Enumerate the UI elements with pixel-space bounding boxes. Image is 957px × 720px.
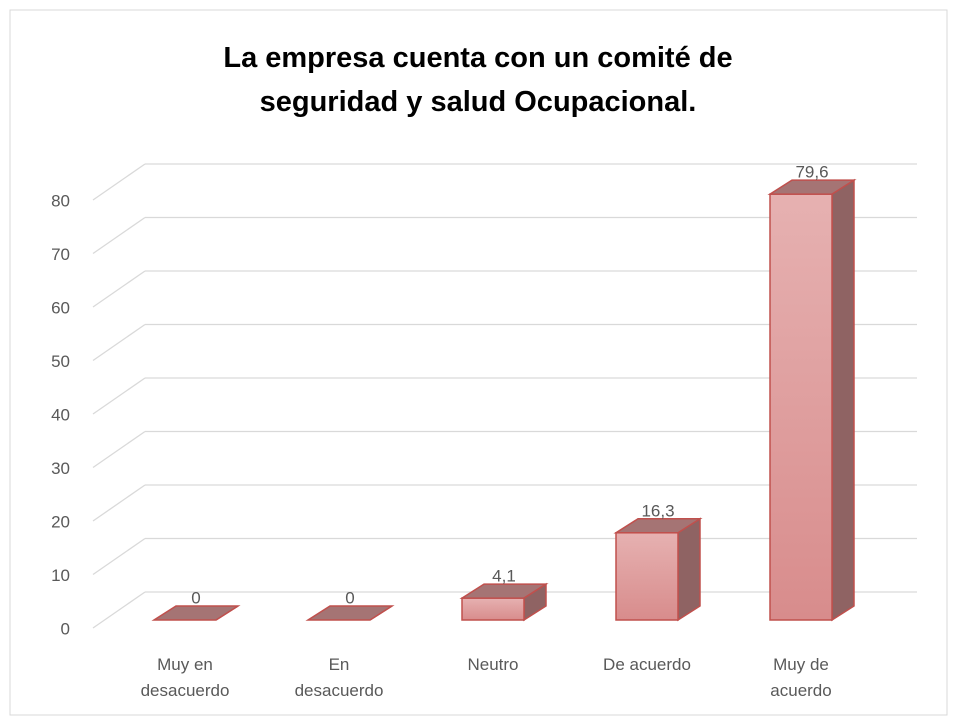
bar-face (613, 518, 703, 534)
x-tick-label: De acuerdo (603, 655, 691, 674)
data-label: 79,6 (795, 163, 828, 182)
bar-face (459, 583, 549, 599)
grid-line (92, 163, 146, 201)
grid-line (92, 323, 146, 362)
bar-face (461, 597, 525, 621)
x-tick-label: Muy de acuerdo (770, 655, 832, 700)
grid-line (92, 216, 146, 255)
grid-line (92, 591, 146, 629)
grid-line (92, 270, 146, 308)
bar-face (151, 605, 241, 621)
bar-face (677, 517, 701, 622)
y-tick-label: 20 (51, 512, 70, 531)
y-tick-label: 80 (51, 191, 70, 210)
bar (305, 605, 395, 621)
y-tick-label: 10 (51, 566, 70, 585)
y-tick-label: 0 (61, 619, 70, 638)
data-label: 16,3 (641, 501, 674, 520)
x-tick-label: Neutro (467, 655, 519, 674)
y-tick-label: 60 (51, 298, 70, 317)
chart-title: La empresa cuenta con un comité de segur… (223, 42, 733, 118)
y-tick-label: 70 (51, 245, 70, 264)
bar (613, 517, 703, 622)
bar-face (305, 605, 395, 621)
bar-face (831, 178, 855, 622)
bar-face (767, 179, 857, 195)
grid-line (92, 537, 146, 576)
y-tick-label: 50 (51, 352, 70, 371)
bar-face (615, 532, 679, 621)
bar (459, 582, 549, 622)
grid-line (92, 430, 146, 469)
x-tick-label: En desacuerdo (294, 655, 384, 700)
data-label: 0 (191, 588, 200, 607)
data-label: 4,1 (492, 567, 516, 586)
y-tick-label: 40 (51, 405, 70, 424)
data-label: 0 (345, 588, 354, 607)
y-tick-label: 30 (51, 459, 70, 478)
grid-line (92, 377, 146, 415)
bar (767, 178, 857, 622)
bar (151, 605, 241, 621)
bar-face (769, 193, 833, 621)
grid-line (92, 484, 146, 522)
x-tick-label: Muy en desacuerdo (140, 655, 230, 700)
